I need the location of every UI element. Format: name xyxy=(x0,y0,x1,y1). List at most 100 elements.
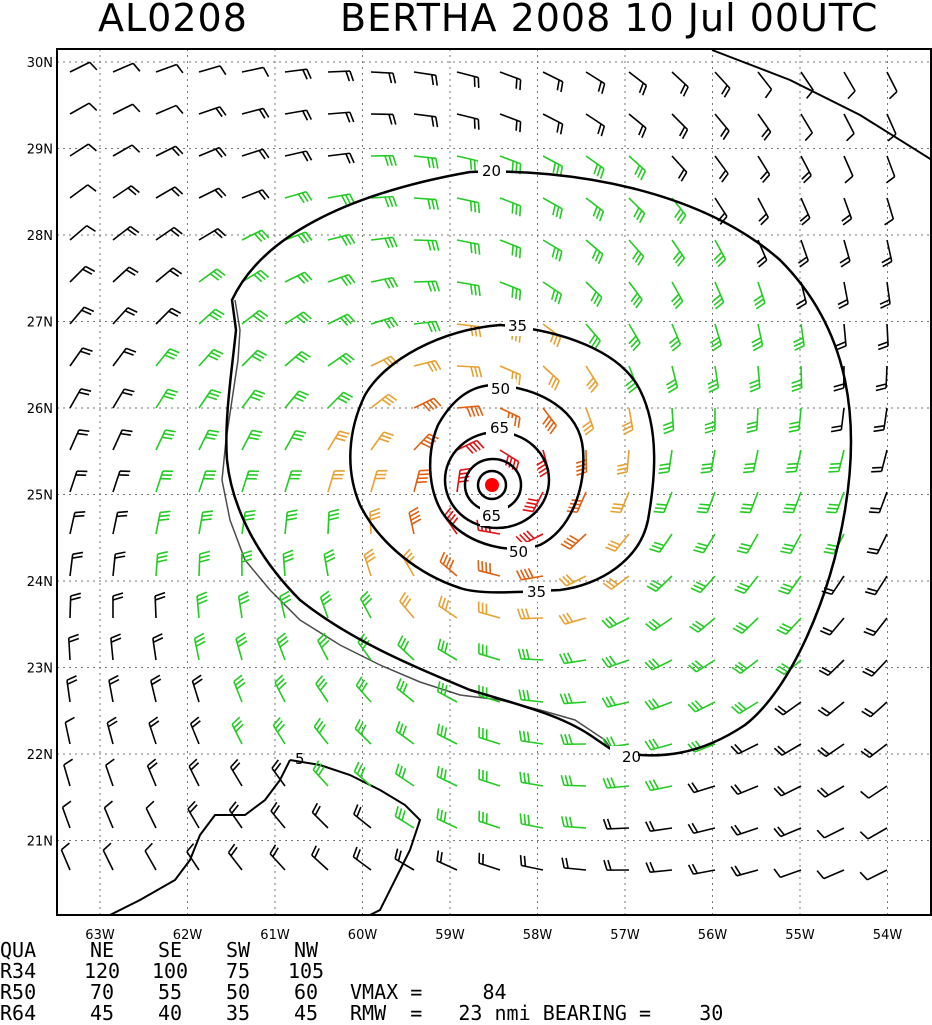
wind-barb xyxy=(519,771,544,787)
wind-barb xyxy=(780,533,802,555)
wind-barb xyxy=(241,107,270,119)
row-name: R64 xyxy=(0,1001,37,1025)
wind-barb xyxy=(327,391,354,409)
wind-barb xyxy=(155,307,182,325)
wind-barb xyxy=(69,184,97,199)
wind-barb xyxy=(312,760,329,787)
storm-time-title: BERTHA 2008 10 Jul 00UTC xyxy=(340,0,879,40)
wind-barb xyxy=(791,365,803,393)
wind-barb xyxy=(835,323,847,351)
wind-barb xyxy=(439,551,458,577)
wind-barb xyxy=(284,311,312,325)
wind-barb xyxy=(644,779,673,792)
wind-barb xyxy=(746,407,759,434)
wind-barb xyxy=(327,193,356,206)
wind-barb xyxy=(69,551,84,577)
lon-tick-label: 61W xyxy=(260,928,290,940)
wind-barb xyxy=(868,491,888,514)
wind-barb xyxy=(560,816,587,829)
cell: 120 xyxy=(83,959,121,983)
contour-label-20b: 20 xyxy=(622,748,641,766)
lon-tick-label: 58W xyxy=(523,928,553,940)
lat-tick-label: 28N xyxy=(27,229,53,244)
cell: 100 xyxy=(151,959,189,983)
wind-barb xyxy=(873,407,888,433)
wind-barb xyxy=(843,113,855,142)
wind-barb xyxy=(198,187,227,199)
wind-barb xyxy=(102,842,114,871)
wind-barb xyxy=(711,281,725,310)
contour-label-20: 20 xyxy=(482,162,501,180)
wind-barb xyxy=(860,785,888,799)
wind-barb xyxy=(198,550,211,577)
lon-tick-label: 63W xyxy=(85,928,115,940)
wind-map: 20 20 35 35 50 50 65 65 5 30N 29N 28N 27N 26… xyxy=(27,48,932,940)
wind-barb xyxy=(671,155,688,182)
wind-barb xyxy=(585,197,605,222)
intensity-info: VMAX = 84 RMW = 23 nmi BEARING = 30 xyxy=(350,982,723,1024)
bearing-label: BEARING = xyxy=(542,1001,652,1025)
cell: 70 xyxy=(89,980,115,1004)
wind-barb xyxy=(359,590,373,619)
wind-barb xyxy=(841,197,853,226)
wind-barb xyxy=(413,397,442,412)
wind-barb xyxy=(877,323,889,351)
wind-barb xyxy=(370,355,399,369)
wind-barb xyxy=(198,308,225,325)
wind-barb xyxy=(879,281,891,309)
lat-lon-grid xyxy=(57,49,931,915)
wind-barb xyxy=(284,68,312,80)
wind-barb xyxy=(560,733,587,746)
wind-barb xyxy=(653,491,673,514)
wind-barb xyxy=(559,692,587,705)
header-ne: NE xyxy=(89,938,115,962)
wind-barb xyxy=(106,716,118,745)
wind-barb xyxy=(155,510,171,535)
wind-barb xyxy=(456,71,480,88)
wind-barb xyxy=(64,716,75,745)
wind-barb xyxy=(843,71,856,100)
wind-barb xyxy=(271,759,286,787)
wind-barb xyxy=(237,591,250,619)
wind-barb xyxy=(478,810,501,829)
wind-barb xyxy=(69,429,90,451)
wind-barb xyxy=(456,405,484,418)
lon-tick-label: 59W xyxy=(435,928,465,940)
contour-label-35: 35 xyxy=(508,317,527,335)
wind-barb xyxy=(709,323,723,352)
wind-barb xyxy=(658,449,673,475)
wind-barb xyxy=(478,768,501,787)
wind-barb xyxy=(690,575,716,594)
wind-barb xyxy=(154,591,166,619)
wind-barb xyxy=(148,716,160,745)
wind-barb xyxy=(198,348,224,367)
wind-barb xyxy=(284,390,309,409)
wind-barb xyxy=(558,574,587,587)
wind-barb xyxy=(155,226,183,241)
wind-barb xyxy=(274,674,287,703)
wind-barb xyxy=(730,701,759,715)
table-row: R34 120 100 75 105 xyxy=(0,961,340,982)
wind-barb xyxy=(864,575,888,596)
lat-tick-label: 24N xyxy=(27,575,53,590)
wind-barb xyxy=(757,155,771,184)
wind-barb xyxy=(585,155,605,179)
wind-barb xyxy=(198,146,227,158)
contour-core xyxy=(476,469,508,501)
wind-barb xyxy=(839,239,851,268)
wind-barb xyxy=(284,470,303,493)
wind-barb xyxy=(276,632,289,661)
wind-barb xyxy=(69,347,93,367)
wind-barb xyxy=(112,103,141,115)
wind-barb xyxy=(519,855,544,871)
wind-barb xyxy=(859,827,888,840)
wind-barb xyxy=(749,365,761,393)
wind-barb xyxy=(739,491,759,514)
wind-barb xyxy=(198,106,227,118)
wind-barb xyxy=(155,145,184,157)
wind-barb xyxy=(515,530,544,545)
wind-barb xyxy=(69,511,86,535)
wind-barb xyxy=(240,550,253,577)
wind-barb xyxy=(816,869,845,880)
wind-barb xyxy=(517,648,544,661)
